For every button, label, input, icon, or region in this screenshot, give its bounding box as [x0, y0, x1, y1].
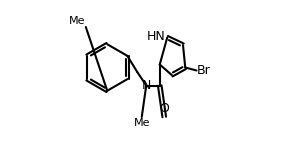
Text: Me: Me — [134, 118, 151, 129]
Text: N: N — [142, 79, 151, 92]
Text: Me: Me — [68, 16, 85, 26]
Text: O: O — [159, 102, 169, 116]
Text: Br: Br — [197, 64, 211, 77]
Text: HN: HN — [146, 30, 165, 43]
